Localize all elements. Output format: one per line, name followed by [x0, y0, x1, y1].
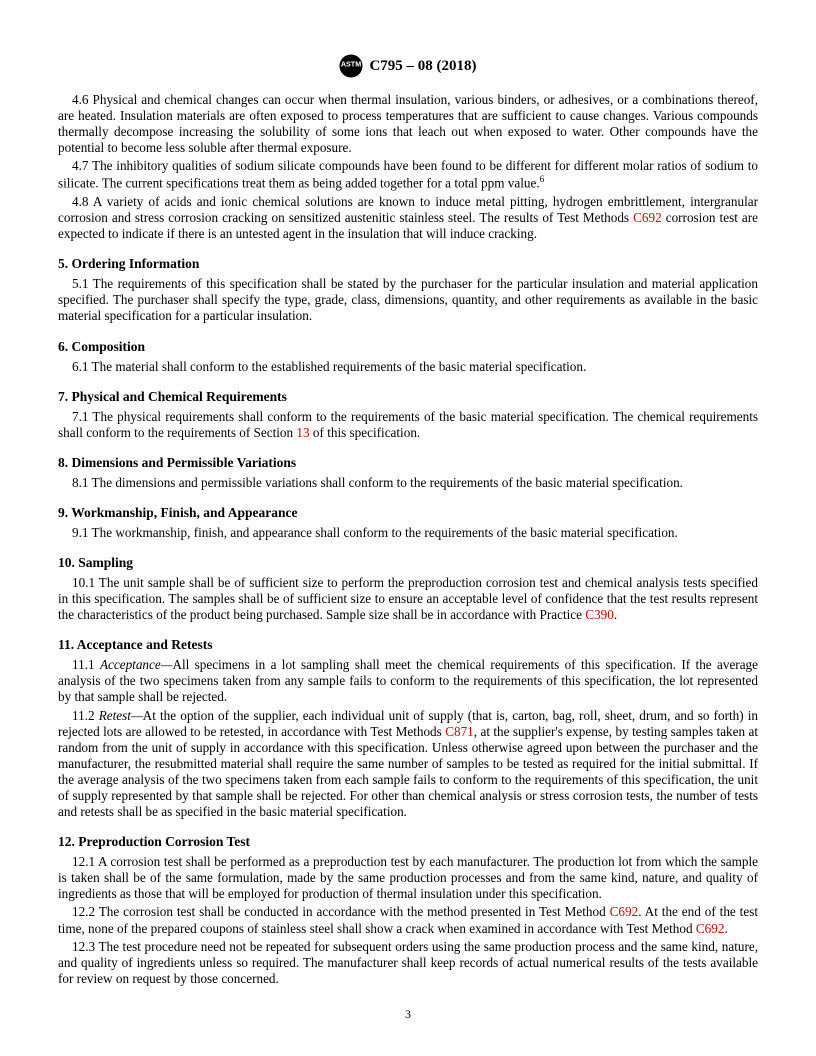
para-4-7: 4.7 The inhibitory qualities of sodium s…	[58, 158, 758, 192]
para-11-1-lead: Acceptance—	[100, 657, 173, 672]
section-11-title: 11. Acceptance and Retests	[58, 637, 758, 653]
para-11-2-num: 11.2	[72, 708, 99, 723]
page-header: ASTM C795 – 08 (2018)	[58, 54, 758, 78]
footnote-ref: 6	[540, 174, 545, 184]
para-4-7-text: 4.7 The inhibitory qualities of sodium s…	[58, 158, 758, 190]
para-10-1: 10.1 The unit sample shall be of suffici…	[58, 575, 758, 623]
ref-section-13[interactable]: 13	[296, 425, 309, 440]
para-8-1: 8.1 The dimensions and permissible varia…	[58, 475, 758, 491]
ref-c692[interactable]: C692	[633, 210, 662, 225]
para-5-1: 5.1 The requirements of this specificati…	[58, 276, 758, 324]
para-7-1-b: of this specification.	[310, 425, 421, 440]
para-12-1: 12.1 A corrosion test shall be performed…	[58, 854, 758, 902]
para-10-1-b: .	[614, 607, 617, 622]
ref-c692-3[interactable]: C692	[696, 921, 725, 936]
para-11-1-num: 11.1	[72, 657, 100, 672]
ref-c390[interactable]: C390	[585, 607, 614, 622]
para-9-1: 9.1 The workmanship, finish, and appeara…	[58, 525, 758, 541]
para-12-3: 12.3 The test procedure need not be repe…	[58, 939, 758, 987]
section-9-title: 9. Workmanship, Finish, and Appearance	[58, 505, 758, 521]
para-11-2: 11.2 Retest—At the option of the supplie…	[58, 708, 758, 821]
para-6-1: 6.1 The material shall conform to the es…	[58, 359, 758, 375]
section-7-title: 7. Physical and Chemical Requirements	[58, 389, 758, 405]
para-4-8: 4.8 A variety of acids and ionic chemica…	[58, 194, 758, 242]
para-11-2-lead: Retest—	[99, 708, 143, 723]
para-12-2-c: .	[724, 921, 727, 936]
para-4-6: 4.6 Physical and chemical changes can oc…	[58, 92, 758, 156]
document-page: ASTM C795 – 08 (2018) 4.6 Physical and c…	[0, 0, 816, 1029]
astm-logo-icon: ASTM	[339, 54, 363, 78]
ref-c871[interactable]: C871	[445, 724, 474, 739]
para-12-2-a: 12.2 The corrosion test shall be conduct…	[72, 904, 610, 919]
para-10-1-a: 10.1 The unit sample shall be of suffici…	[58, 575, 758, 622]
para-12-2: 12.2 The corrosion test shall be conduct…	[58, 904, 758, 936]
section-8-title: 8. Dimensions and Permissible Variations	[58, 455, 758, 471]
para-11-1: 11.1 Acceptance—All specimens in a lot s…	[58, 657, 758, 705]
designation-text: C795 – 08 (2018)	[369, 58, 476, 75]
svg-text:ASTM: ASTM	[341, 59, 361, 68]
ref-c692-2[interactable]: C692	[610, 904, 639, 919]
para-7-1: 7.1 The physical requirements shall conf…	[58, 409, 758, 441]
page-number: 3	[0, 1007, 816, 1022]
section-6-title: 6. Composition	[58, 339, 758, 355]
section-5-title: 5. Ordering Information	[58, 256, 758, 272]
section-10-title: 10. Sampling	[58, 555, 758, 571]
section-12-title: 12. Preproduction Corrosion Test	[58, 834, 758, 850]
